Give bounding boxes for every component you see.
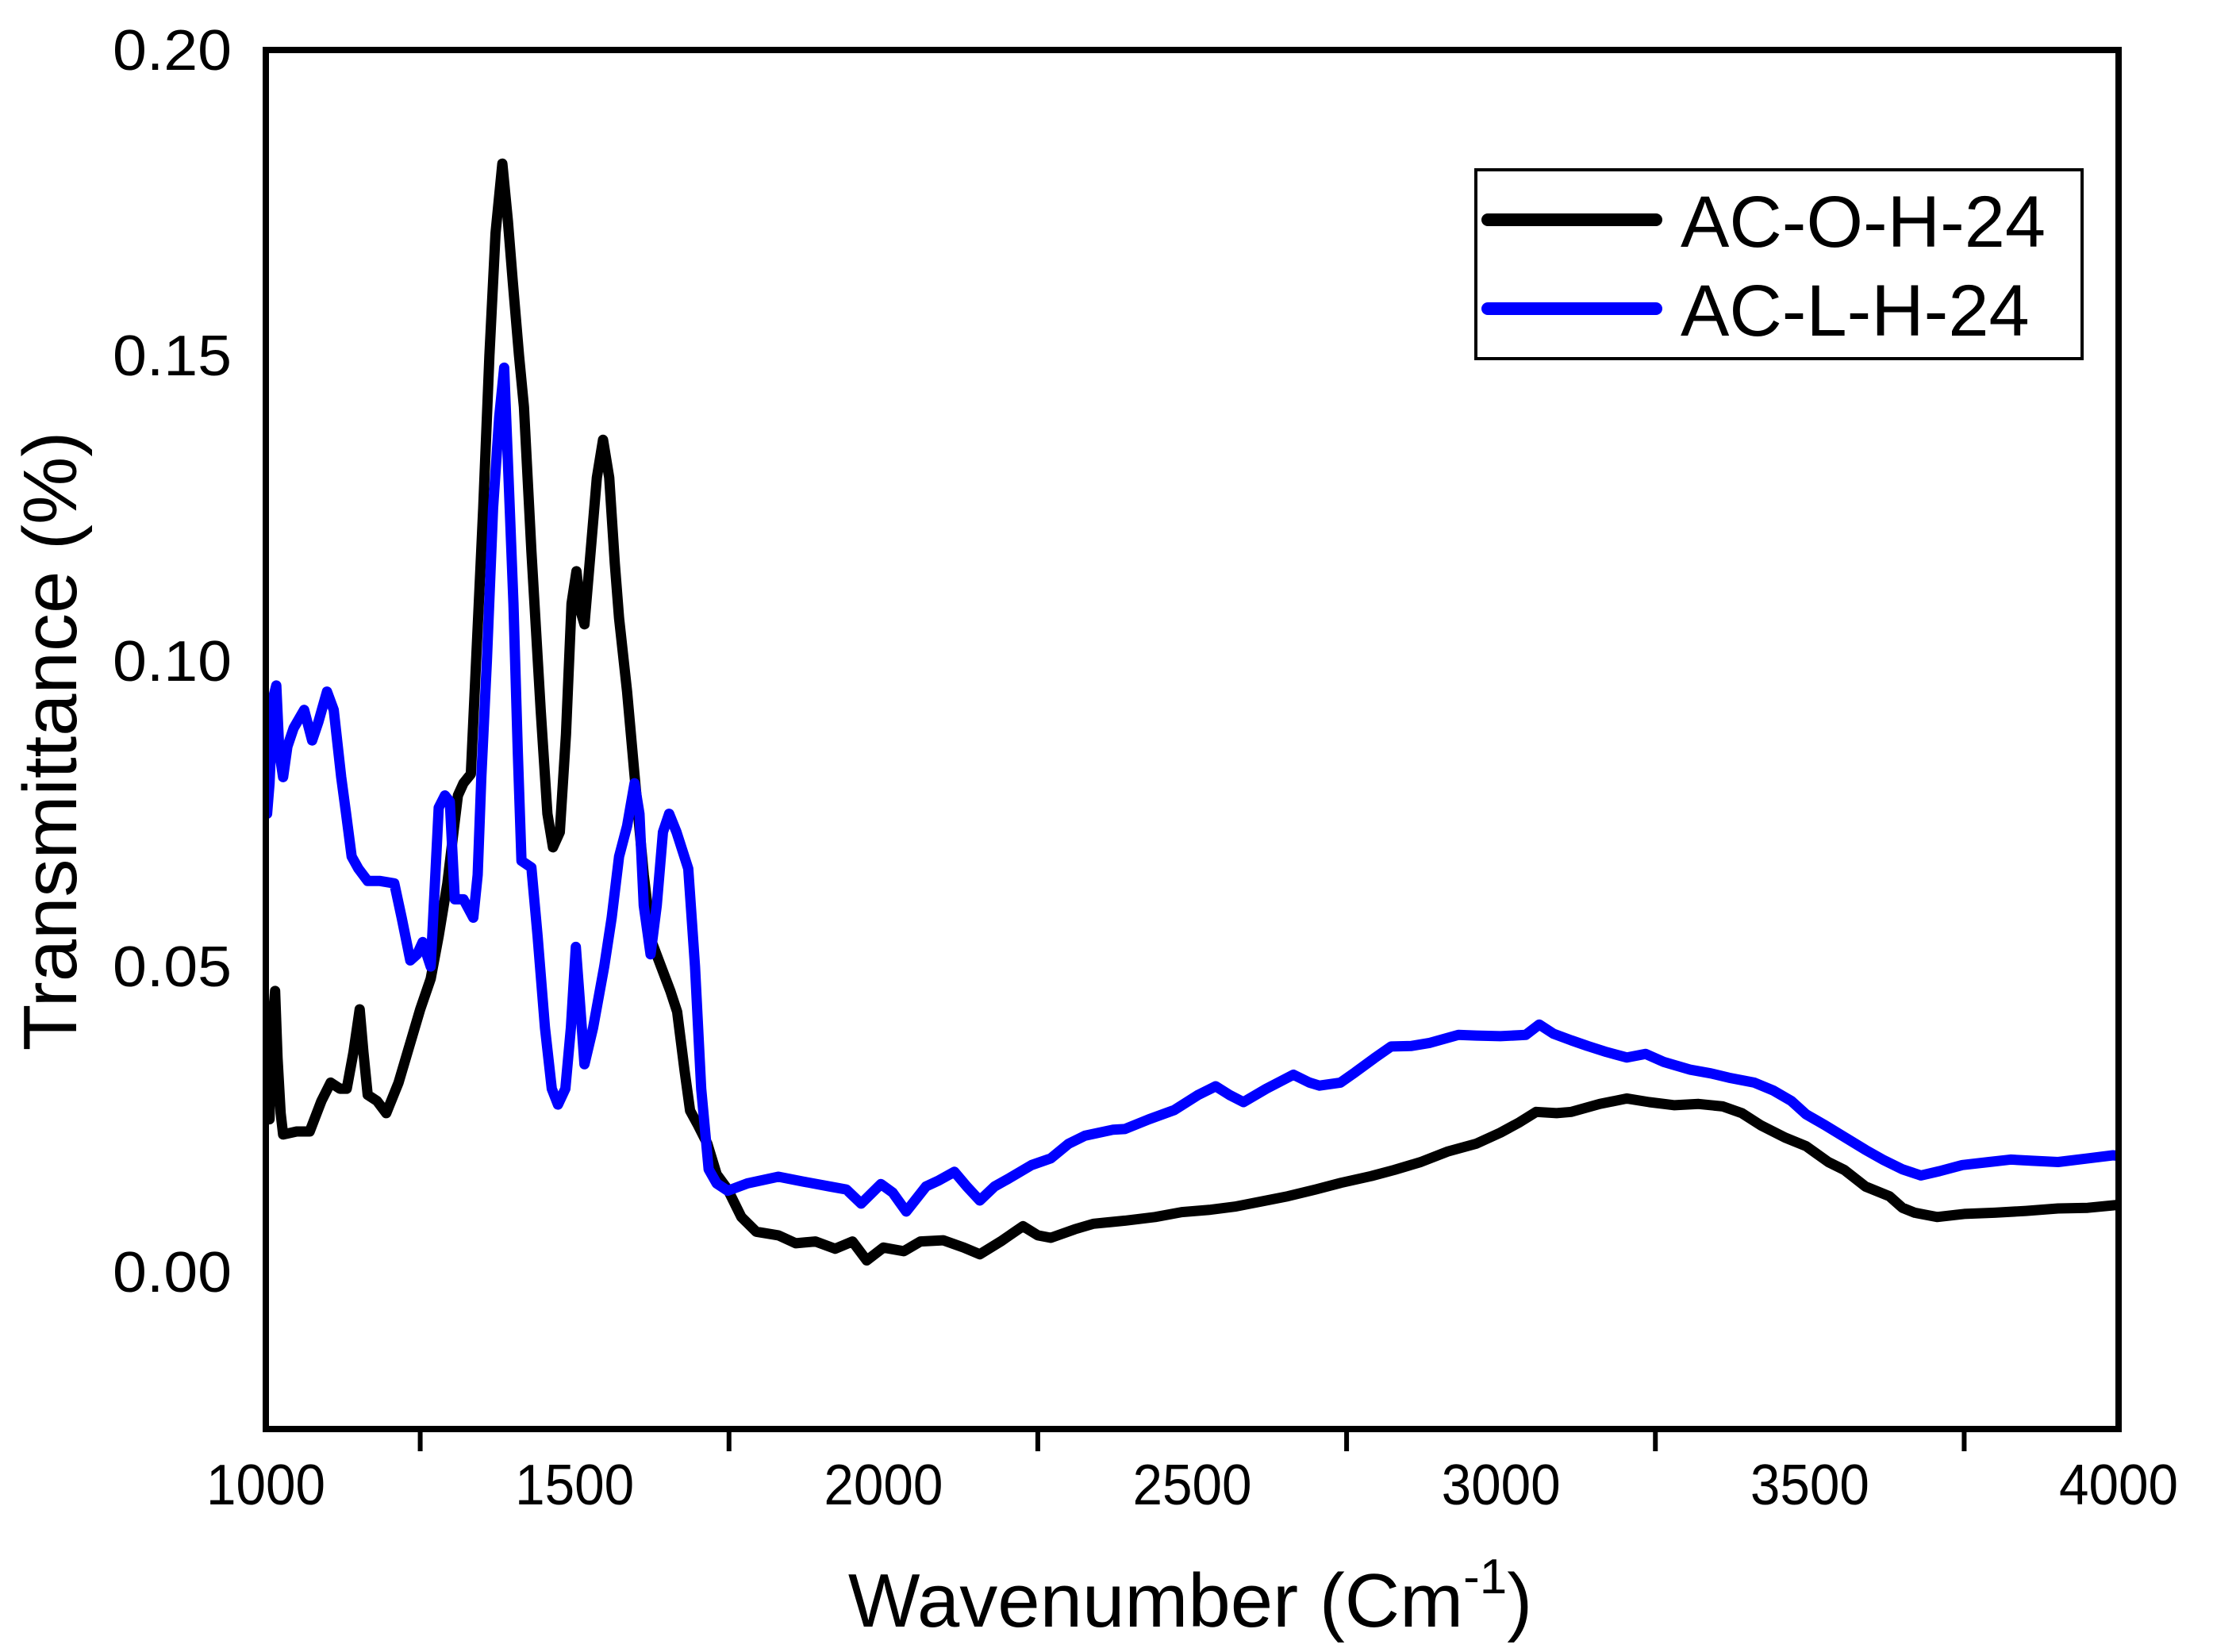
legend: AC-O-H-24 AC-L-H-24 xyxy=(1474,168,2084,360)
x-tick-label: 1500 xyxy=(515,1454,634,1517)
y-axis-title: Transmittance (%) xyxy=(8,432,93,1051)
legend-label-ac-l-h-24: AC-L-H-24 xyxy=(1681,271,2030,352)
y-tick-label: 0.00 xyxy=(113,1241,232,1304)
series-line-ac-l-h-24 xyxy=(269,362,2115,1217)
x-tick-label: 2500 xyxy=(1133,1454,1252,1517)
plot-area xyxy=(269,158,2115,1266)
legend-box xyxy=(1474,168,2084,360)
x-axis-title-main: Wavenumber (Cm xyxy=(848,1558,1463,1643)
x-axis-title-superscript: -1 xyxy=(1463,1550,1507,1604)
x-tick-label: 3500 xyxy=(1750,1454,1869,1517)
y-axis-tick-labels: 0.00 0.05 0.10 0.15 0.20 xyxy=(113,19,232,1304)
x-tick-label: 1000 xyxy=(206,1454,325,1517)
x-tick-label: 3000 xyxy=(1442,1454,1561,1517)
plot-frame xyxy=(263,47,2122,1432)
x-tick-label: 4000 xyxy=(2059,1454,2178,1517)
y-tick-label: 0.15 xyxy=(113,325,232,388)
y-tick-label: 0.20 xyxy=(113,19,232,83)
y-tick-label: 0.10 xyxy=(113,630,232,693)
x-axis-title-close: ) xyxy=(1507,1558,1532,1643)
x-axis-title: Wavenumber (Cm-1) xyxy=(848,1550,1532,1643)
y-tick-label: 0.05 xyxy=(113,935,232,999)
legend-label-ac-o-h-24: AC-O-H-24 xyxy=(1681,182,2046,263)
x-axis-tick-marks xyxy=(417,1429,1967,1451)
x-tick-label: 2000 xyxy=(824,1454,943,1517)
x-axis-tick-labels: 1000 1500 2000 2500 3000 3500 4000 xyxy=(206,1454,2178,1517)
